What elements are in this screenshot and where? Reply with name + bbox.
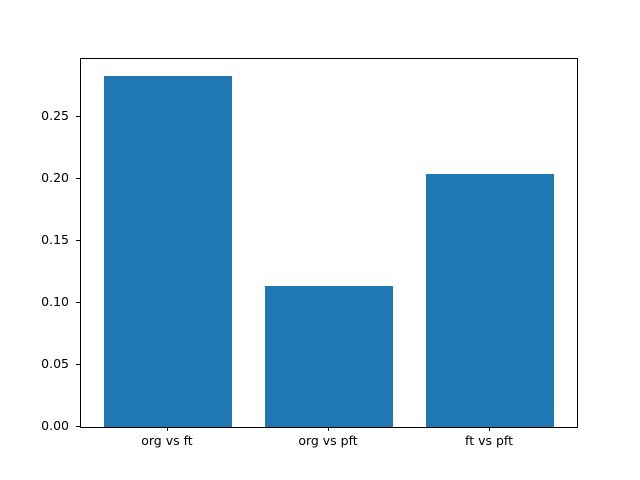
y-tick-mark: [76, 116, 80, 118]
x-tick-mark: [328, 427, 329, 431]
y-tick-label: 0.05: [41, 356, 69, 372]
x-tick-mark: [489, 427, 491, 431]
x-tick-mark: [166, 427, 168, 431]
y-tick-mark: [76, 240, 80, 242]
y-tick-mark: [76, 178, 80, 180]
x-tick-label: org vs pft: [298, 433, 358, 448]
plot-area: [80, 58, 578, 428]
bar-org-vs-pft: [264, 285, 394, 427]
y-tick-mark: [76, 364, 80, 366]
x-tick-label: org vs ft: [141, 433, 193, 448]
y-tick-label: 0.15: [41, 232, 69, 248]
x-tick-label: ft vs pft: [465, 433, 514, 448]
bar-ft-vs-pft: [425, 174, 555, 427]
y-tick-label: 0.20: [41, 170, 69, 186]
y-tick-label: 0.00: [41, 418, 69, 433]
bar-org-vs-ft: [103, 76, 233, 427]
y-tick-label: 0.25: [41, 108, 69, 124]
y-tick-label: 0.10: [41, 294, 69, 310]
y-tick-mark: [76, 302, 80, 304]
y-tick-mark: [76, 426, 80, 427]
